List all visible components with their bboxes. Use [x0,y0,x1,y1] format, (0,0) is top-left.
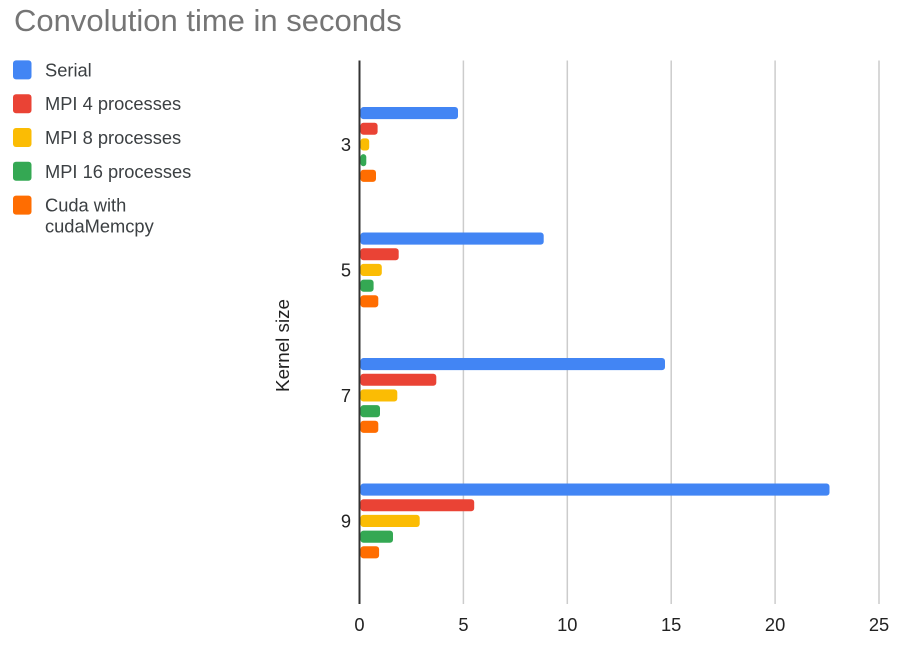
svg-text:Convolution time in seconds: Convolution time in seconds [14,3,402,38]
svg-text:5: 5 [341,260,351,281]
svg-text:9: 9 [341,511,351,532]
svg-text:MPI 4 processes: MPI 4 processes [45,93,181,114]
svg-text:Kernel size: Kernel size [272,299,293,392]
svg-text:20: 20 [765,614,785,635]
svg-text:0: 0 [354,614,364,635]
svg-text:MPI 16 processes: MPI 16 processes [45,161,191,182]
svg-text:5: 5 [458,614,468,635]
svg-text:MPI 8 processes: MPI 8 processes [45,127,181,148]
svg-text:25: 25 [869,614,889,635]
svg-text:cudaMemcpy: cudaMemcpy [45,215,155,236]
svg-text:10: 10 [557,614,577,635]
svg-text:Serial: Serial [45,59,92,80]
svg-text:Cuda with: Cuda with [45,195,126,216]
svg-text:3: 3 [341,134,351,155]
svg-text:7: 7 [341,385,351,406]
svg-text:15: 15 [661,614,681,635]
